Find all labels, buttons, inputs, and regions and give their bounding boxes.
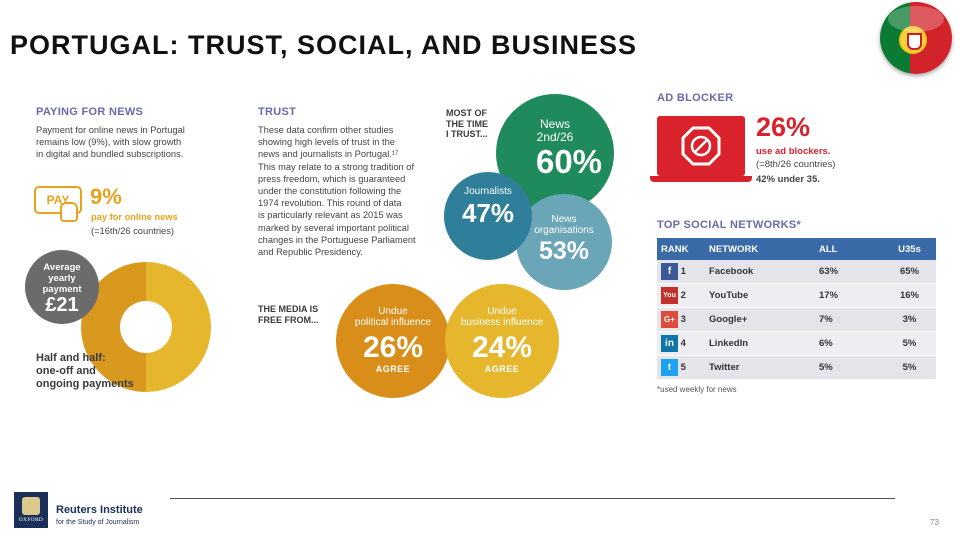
adblock-value: 26% bbox=[756, 112, 811, 142]
oxford-logo: OXFORD bbox=[14, 492, 48, 528]
trust-text: These data confirm other studies showing… bbox=[258, 125, 416, 258]
youtube-icon: You bbox=[661, 287, 678, 304]
donut-slice-ongoing bbox=[146, 262, 211, 392]
trust-orgs-circle: News organisations 53% bbox=[516, 194, 612, 290]
pay-rank: (=16th/26 countries) bbox=[91, 226, 174, 236]
facebook-icon: f bbox=[661, 263, 678, 280]
table-row: You 2 YouTube 17% 16% bbox=[657, 283, 936, 308]
trust-news-circle: News 2nd/26 60% bbox=[496, 94, 614, 212]
org-name: Reuters Institute bbox=[56, 504, 143, 516]
business-influence-circle: Undue business influence 24% AGREE bbox=[445, 284, 559, 398]
paying-heading: PAYING FOR NEWS bbox=[36, 106, 144, 118]
col-rank: RANK bbox=[657, 238, 705, 260]
col-network: NETWORK bbox=[705, 238, 815, 260]
social-heading: TOP SOCIAL NETWORKS* bbox=[657, 219, 802, 231]
table-row: f 1 Facebook 63% 65% bbox=[657, 260, 936, 284]
table-row: in 4 LinkedIn 6% 5% bbox=[657, 331, 936, 356]
average-payment-badge: Average yearly payment £21 bbox=[25, 250, 99, 324]
twitter-icon: t bbox=[661, 359, 678, 376]
half-and-half-text: Half and half: one-off and ongoing payme… bbox=[36, 352, 134, 390]
social-table: RANK NETWORK ALL U35s f 1 Facebook 63% 6… bbox=[657, 238, 936, 380]
laptop-adblock-icon bbox=[650, 116, 752, 186]
portugal-flag-icon bbox=[880, 2, 952, 74]
page-title: PORTUGAL: TRUST, SOCIAL, AND BUSINESS bbox=[10, 30, 638, 60]
trust-heading: TRUST bbox=[258, 106, 297, 118]
trust-journalists-circle: Journalists 47% bbox=[444, 172, 532, 260]
pay-percent-label: pay for online news bbox=[91, 212, 178, 222]
org-subtitle: for the Study of Journalism bbox=[56, 519, 140, 526]
social-footnote: *used weekly for news bbox=[657, 385, 737, 394]
page-number: 73 bbox=[930, 518, 939, 527]
linkedin-icon: in bbox=[661, 335, 678, 352]
table-row: G+ 3 Google+ 7% 3% bbox=[657, 307, 936, 332]
pay-hand-icon: PAY bbox=[34, 186, 82, 222]
most-of-the-time-label: MOST OF THE TIME I TRUST... bbox=[446, 108, 488, 139]
col-all: ALL bbox=[815, 238, 883, 260]
adblock-heading: AD BLOCKER bbox=[657, 92, 734, 104]
adblock-text: use ad blockers. (=8th/26 countries) 42%… bbox=[756, 146, 836, 185]
pay-percent: 9% bbox=[90, 184, 122, 209]
google-plus-icon: G+ bbox=[661, 311, 678, 328]
col-u35: U35s bbox=[883, 238, 936, 260]
table-row: t 5 Twitter 5% 5% bbox=[657, 355, 936, 380]
media-free-label: THE MEDIA IS FREE FROM... bbox=[258, 304, 319, 325]
social-table-header: RANK NETWORK ALL U35s bbox=[657, 238, 936, 260]
paying-text: Payment for online news in Portugal rema… bbox=[36, 125, 185, 160]
footer-divider bbox=[170, 498, 895, 499]
political-influence-circle: Undue political influence 26% AGREE bbox=[336, 284, 450, 398]
